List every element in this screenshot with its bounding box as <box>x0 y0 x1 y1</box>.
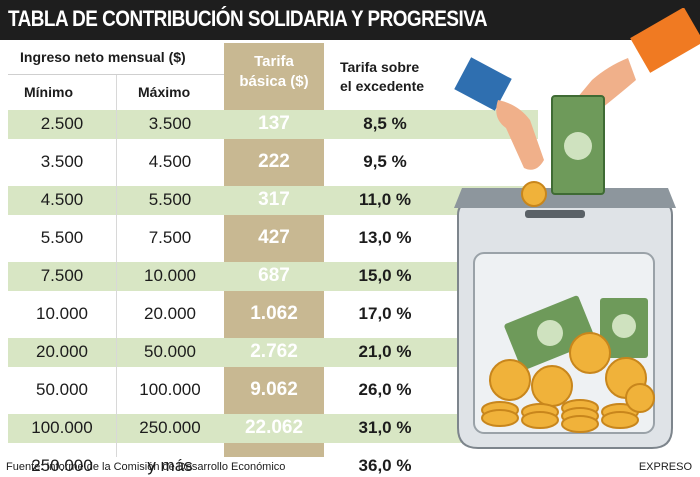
cell-tarifa-excedente: 8,5 % <box>363 114 407 133</box>
cell-maximo: 50.000 <box>144 342 196 361</box>
cell-tarifa-excedente: 21,0 % <box>358 342 412 361</box>
cell-maximo: 5.500 <box>148 190 192 209</box>
header-minimo: Mínimo <box>24 84 73 100</box>
header-divider <box>8 74 224 75</box>
cell-tarifa-excedente: 13,0 % <box>358 228 412 247</box>
header-maximo: Máximo <box>138 84 191 100</box>
table-row-band <box>8 110 538 139</box>
cell-maximo: 3.500 <box>148 114 192 133</box>
donation-illustration <box>454 8 700 449</box>
cell-minimo: 3.500 <box>40 152 84 171</box>
header-excedente: Tarifa sobre el excedente <box>340 58 424 96</box>
column-separator <box>116 75 117 457</box>
header-tarifa-basica: Tarifa básica ($) <box>224 52 324 92</box>
cell-tarifa-basica: 137 <box>258 113 290 134</box>
cell-tarifa-excedente: 31,0 % <box>358 418 412 437</box>
cell-tarifa-basica: 687 <box>258 265 290 286</box>
cell-tarifa-basica: 9.062 <box>250 379 298 400</box>
cell-tarifa-basica: 68.562 <box>244 455 304 476</box>
cell-maximo: 100.000 <box>139 380 201 399</box>
header-ingreso: Ingreso neto mensual ($) <box>20 49 186 65</box>
title-bar: TABLA DE CONTRIBUCIÓN SOLIDARIA Y PROGRE… <box>0 0 700 40</box>
cell-maximo: 10.000 <box>144 266 196 285</box>
table-row-band <box>8 186 538 215</box>
cell-minimo: 250.000 <box>31 456 93 475</box>
banknote-icon <box>504 295 648 371</box>
brand-label: EXPRESO <box>638 461 692 473</box>
cell-maximo: 20.000 <box>144 304 196 323</box>
page-title: TABLA DE CONTRIBUCIÓN SOLIDARIA Y PROGRE… <box>8 6 488 31</box>
cell-minimo: 20.000 <box>36 342 88 361</box>
cell-maximo: 250.000 <box>139 418 201 437</box>
cell-tarifa-excedente: 15,0 % <box>358 266 412 285</box>
cell-tarifa-excedente: 9,5 % <box>363 152 407 171</box>
cell-minimo: 2.500 <box>40 114 84 133</box>
cell-minimo: 5.500 <box>40 228 84 247</box>
cell-tarifa-basica: 222 <box>258 151 290 172</box>
cell-tarifa-basica: 1.062 <box>250 303 298 324</box>
table-row-band <box>8 338 538 367</box>
table-row-band <box>8 262 538 291</box>
table-row-band <box>8 414 538 443</box>
cell-maximo: 7.500 <box>148 228 192 247</box>
header-excedente-line2: el excedente <box>340 78 425 94</box>
cell-minimo: 7.500 <box>40 266 84 285</box>
cell-tarifa-excedente: 11,0 % <box>359 190 411 209</box>
cell-tarifa-basica: 2.762 <box>250 341 298 362</box>
cell-tarifa-excedente: 36,0 % <box>358 456 412 475</box>
cell-maximo: y más <box>147 456 193 475</box>
coin-icon <box>521 181 547 207</box>
cell-maximo: 4.500 <box>148 152 192 171</box>
cell-minimo: 50.000 <box>36 380 88 399</box>
header-tarifa-line2: básica ($) <box>239 73 309 90</box>
cell-tarifa-basica: 317 <box>258 189 290 210</box>
header-excedente-line1: Tarifa sobre <box>340 59 420 75</box>
cell-minimo: 4.500 <box>40 190 84 209</box>
banknote-icon <box>551 95 605 195</box>
cell-tarifa-basica: 22.062 <box>244 417 304 438</box>
cell-minimo: 100.000 <box>31 418 93 437</box>
source-note: Fuente: Informe de la Comisión de Desarr… <box>6 461 286 473</box>
coin-icon <box>481 332 655 433</box>
header-tarifa-line1: Tarifa <box>254 53 294 70</box>
cell-tarifa-basica: 427 <box>258 227 290 248</box>
cell-tarifa-excedente: 26,0 % <box>358 380 412 399</box>
cell-minimo: 10.000 <box>36 304 88 323</box>
cell-tarifa-excedente: 17,0 % <box>358 304 412 323</box>
